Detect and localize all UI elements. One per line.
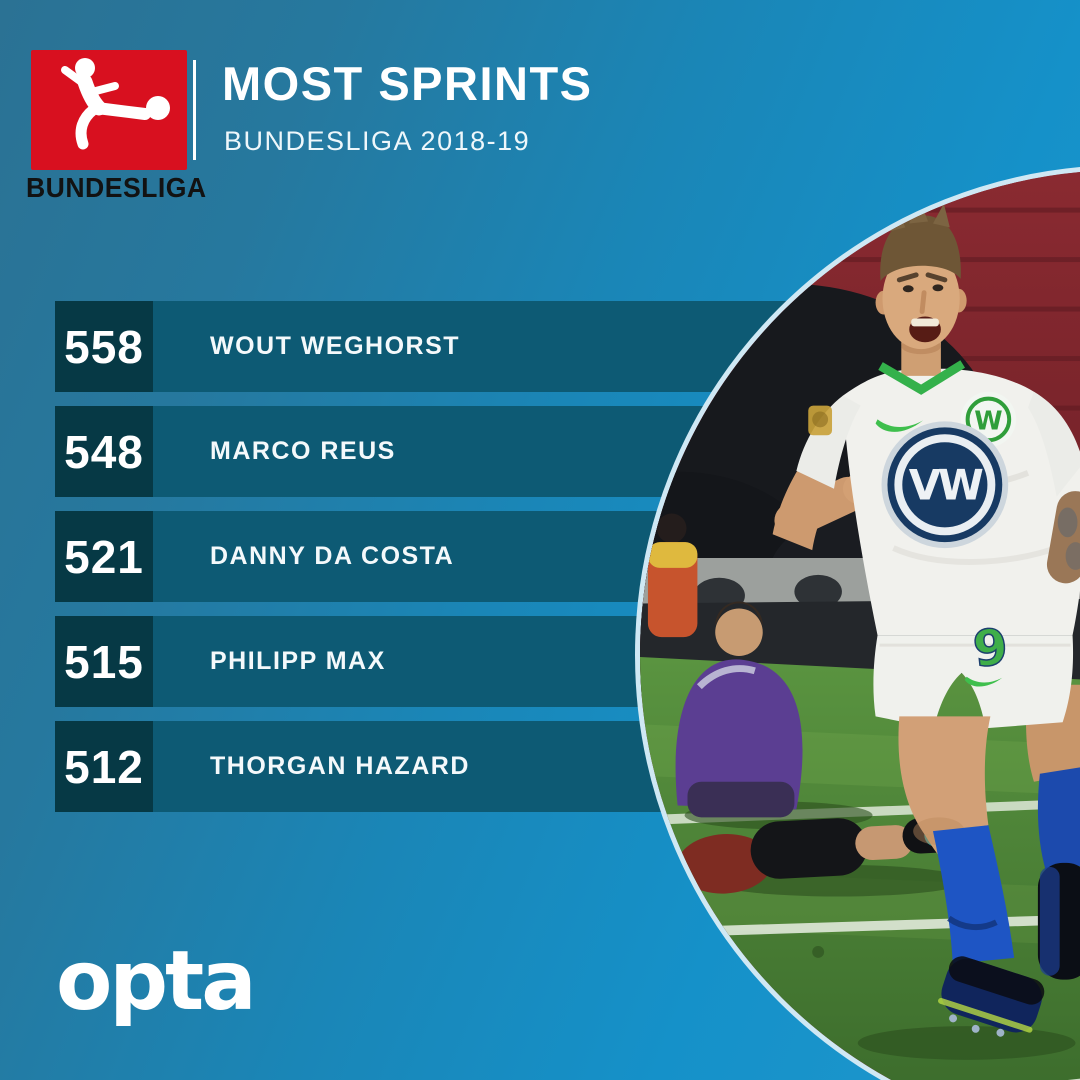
bundesliga-logo-box [31,50,187,170]
goalkeeper-figure [675,601,803,818]
sprint-count: 515 [55,616,153,707]
front-sock [932,825,1015,964]
front-leg [898,716,1045,1037]
sprint-count: 512 [55,721,153,812]
shorts-number: 9 [970,617,1010,678]
vw-badge: VW [881,421,1009,549]
steward-figure [647,513,698,638]
back-boot [1037,862,1080,980]
bundesliga-wordmark: BUNDESLIGA [26,172,207,203]
crest-letter: W [974,406,1002,436]
sprint-count: 521 [55,511,153,602]
green-collar [878,360,966,395]
bundesliga-player-kick-icon [61,58,170,150]
main-player-figure: W VW [772,197,1080,1037]
vw-badge-text: VW [909,461,983,510]
white-shorts: 9 [873,617,1074,729]
page-subtitle: BUNDESLIGA 2018-19 [224,126,531,156]
nike-swoosh-icon [875,419,924,432]
dfb-pokal-patch [808,405,833,436]
sprint-count: 548 [55,406,153,497]
opta-brand-wordmark: opta [56,934,257,1029]
front-boot [938,956,1045,1037]
header-divider-line [193,60,196,160]
tattooed-forearm [1046,491,1080,584]
shorts-swoosh-icon [964,676,1003,687]
stadium-scene: W VW [640,170,1080,1080]
page-title: MOST SPRINTS [222,57,593,110]
sprint-count: 558 [55,301,153,392]
back-sock [1037,767,1080,871]
